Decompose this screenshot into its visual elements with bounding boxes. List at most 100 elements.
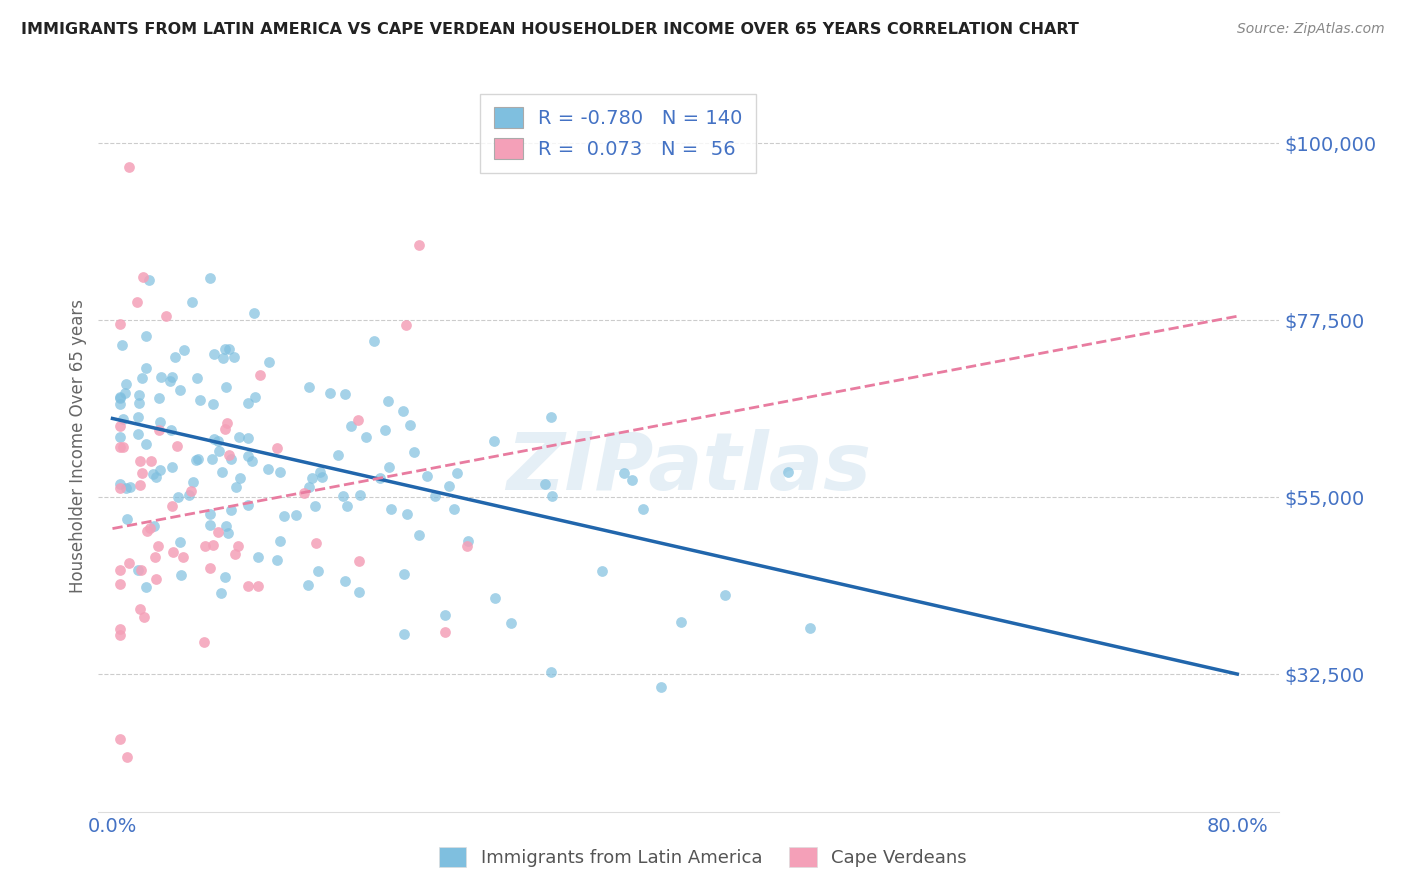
Point — [214, 569, 236, 583]
Point — [446, 466, 468, 480]
Point — [145, 572, 167, 586]
Point — [149, 463, 172, 477]
Point — [166, 439, 188, 453]
Point — [631, 501, 654, 516]
Point — [129, 601, 152, 615]
Point — [247, 579, 270, 593]
Point — [392, 627, 415, 641]
Point — [214, 342, 236, 356]
Point — [108, 563, 131, 577]
Point — [399, 417, 422, 432]
Point — [200, 560, 222, 574]
Point — [108, 440, 131, 454]
Point — [198, 507, 221, 521]
Point — [186, 371, 208, 385]
Point — [111, 412, 134, 426]
Point — [540, 489, 562, 503]
Point — [671, 615, 693, 629]
Point — [650, 680, 672, 694]
Point — [118, 160, 141, 174]
Point — [305, 536, 328, 550]
Point — [114, 377, 136, 392]
Point — [143, 550, 166, 565]
Point — [127, 409, 149, 424]
Point — [214, 422, 236, 436]
Point — [434, 607, 457, 622]
Point — [211, 465, 233, 479]
Point — [187, 452, 209, 467]
Point — [202, 347, 225, 361]
Point — [108, 732, 131, 747]
Point — [333, 574, 356, 589]
Point — [776, 465, 799, 479]
Point — [173, 343, 195, 357]
Point — [311, 469, 333, 483]
Point — [377, 394, 399, 409]
Point — [135, 437, 157, 451]
Point — [354, 430, 377, 444]
Point — [120, 480, 142, 494]
Point — [128, 396, 150, 410]
Point — [613, 466, 636, 480]
Point — [138, 273, 160, 287]
Point — [368, 471, 391, 485]
Point — [540, 409, 562, 424]
Point — [162, 545, 184, 559]
Point — [219, 503, 242, 517]
Point — [148, 539, 170, 553]
Point — [336, 499, 359, 513]
Point — [456, 539, 478, 553]
Point — [108, 396, 131, 410]
Point — [209, 586, 232, 600]
Point — [243, 306, 266, 320]
Point — [394, 318, 416, 332]
Point — [207, 524, 229, 539]
Text: ZIPatlas: ZIPatlas — [506, 429, 872, 507]
Point — [211, 351, 233, 365]
Point — [374, 423, 396, 437]
Point — [193, 635, 215, 649]
Point — [799, 621, 821, 635]
Point — [236, 431, 259, 445]
Point — [134, 609, 156, 624]
Point — [150, 370, 173, 384]
Point — [108, 477, 131, 491]
Point — [392, 403, 415, 417]
Point — [215, 416, 238, 430]
Point — [110, 418, 132, 433]
Point — [200, 518, 222, 533]
Point — [148, 391, 170, 405]
Point — [402, 445, 425, 459]
Point — [129, 454, 152, 468]
Point — [170, 568, 193, 582]
Point — [207, 434, 229, 448]
Point — [127, 427, 149, 442]
Point — [228, 539, 250, 553]
Point — [127, 563, 149, 577]
Point — [111, 440, 134, 454]
Point — [591, 564, 613, 578]
Point — [246, 549, 269, 564]
Point — [249, 368, 271, 383]
Point — [307, 564, 329, 578]
Point — [108, 481, 131, 495]
Point — [266, 553, 288, 567]
Legend: Immigrants from Latin America, Cape Verdeans: Immigrants from Latin America, Cape Verd… — [432, 839, 974, 874]
Point — [160, 459, 183, 474]
Point — [160, 423, 183, 437]
Point — [188, 392, 211, 407]
Point — [204, 432, 226, 446]
Point — [319, 385, 342, 400]
Point — [378, 460, 401, 475]
Point — [339, 419, 361, 434]
Point — [433, 625, 456, 640]
Point — [115, 512, 138, 526]
Point — [218, 342, 240, 356]
Point — [228, 430, 250, 444]
Point — [160, 370, 183, 384]
Point — [437, 479, 460, 493]
Point — [328, 448, 350, 462]
Point — [142, 467, 165, 481]
Point — [396, 507, 419, 521]
Point — [148, 423, 170, 437]
